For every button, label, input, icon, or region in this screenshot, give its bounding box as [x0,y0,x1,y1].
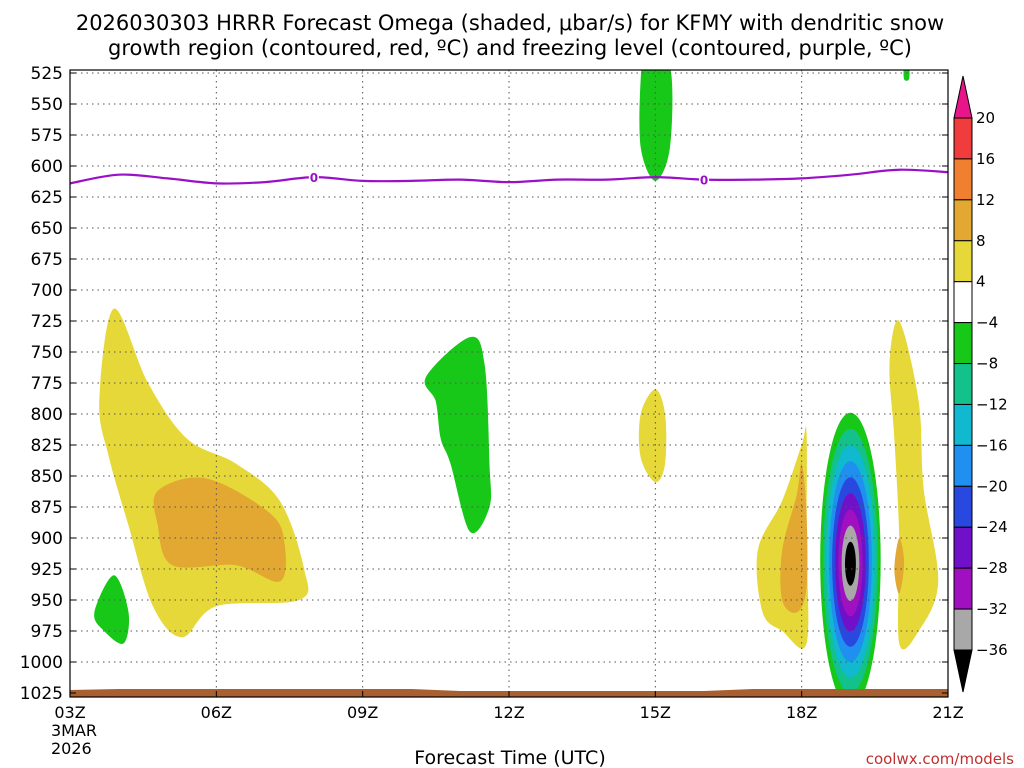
updraft-core-band [844,541,856,586]
colorbar-segment [953,608,973,651]
colorbar-segment [953,240,973,283]
freezing-level-contour [69,168,949,185]
omega-region [903,70,910,81]
colorbar-segment [953,199,973,242]
y-tick-label: 975 [31,622,63,642]
x-tick-label: 15Z [640,703,671,722]
colorbar-tick-label: 4 [976,273,986,291]
freezing-level-label: 0 [310,171,318,185]
omega-region [780,463,808,613]
y-tick-label: 800 [31,405,63,425]
y-axis-ticks: 525 550 575 600 625 650 675 700 725 750 775 800 825 8… [20,64,948,704]
x-tick-label: 06Z [201,703,232,722]
x-date-line-2: 2026 [51,739,92,758]
y-tick-label: 875 [31,498,63,518]
omega-region [94,575,130,644]
y-tick-label: 700 [31,281,63,301]
y-tick-label: 775 [31,374,63,394]
omega-shading [94,70,939,697]
omega-region [153,477,286,582]
grid-lines [70,70,948,697]
colorbar-tick-label: −20 [976,477,1008,495]
colorbar-tick-label: 8 [976,232,986,250]
colorbar-segment [953,322,973,365]
x-tick-label: 18Z [786,703,817,722]
colorbar-segment [953,281,973,324]
y-tick-label: 625 [31,188,63,208]
y-tick-label: 675 [31,250,63,270]
freezing-label-bg [308,170,319,185]
y-tick-label: 850 [31,467,63,487]
y-tick-label: 1000 [20,653,63,673]
freezing-label-bg [699,172,710,187]
y-tick-label: 825 [31,436,63,456]
colorbar-tick-label: 16 [976,150,995,168]
colorbar: 20 16 12 8 4 −4 −8 −12 −16 −20 −24 −28 −32 −36 [953,75,1008,693]
colorbar-segment [953,117,973,160]
colorbar-lower-extend [953,649,973,693]
x-tick-label: 21Z [932,703,963,722]
colorbar-segment [953,363,973,405]
colorbar-upper-extend [953,75,973,119]
x-axis-label: Forecast Time (UTC) [414,747,605,768]
y-tick-label: 1025 [20,684,63,704]
colorbar-segment [953,526,973,569]
title-line-1: 2026030303 HRRR Forecast Omega (shaded, … [76,11,944,35]
freezing-level-label: 0 [700,174,708,188]
colorbar-segment [953,158,973,201]
credit-text: coolwx.com/models [866,750,1014,768]
omega-region [894,537,905,594]
colorbar-tick-label: −36 [976,641,1008,659]
title-line-2: growth region (contoured, red, ºC) and f… [108,36,912,60]
colorbar-tick-label: −24 [976,518,1008,536]
colorbar-tick-label: −28 [976,559,1008,577]
y-tick-label: 600 [31,157,63,177]
y-tick-label: 750 [31,343,63,363]
colorbar-tick-label: −32 [976,600,1008,618]
y-tick-label: 550 [31,95,63,115]
y-tick-label: 525 [31,64,63,84]
y-tick-label: 925 [31,560,63,580]
colorbar-tick-label: −8 [976,355,998,373]
y-tick-label: 650 [31,219,63,239]
colorbar-tick-label: −16 [976,436,1008,454]
omega-region [424,336,492,534]
colorbar-segment [953,403,973,446]
y-tick-label: 575 [31,126,63,146]
omega-region [639,70,673,181]
colorbar-segment [953,485,973,528]
colorbar-tick-label: 12 [976,191,995,209]
omega-region [638,389,667,483]
chart-title: 2026030303 HRRR Forecast Omega (shaded, … [76,11,944,60]
colorbar-tick-label: −4 [976,314,998,332]
x-axis-ticks: 03Z 06Z 09Z 12Z 15Z 18Z 21Z [54,691,964,722]
x-tick-label: 09Z [347,703,378,722]
y-tick-label: 725 [31,312,63,332]
colorbar-segment [953,567,973,610]
colorbar-tick-label: −12 [976,395,1008,413]
x-tick-label: 12Z [493,703,524,722]
y-tick-label: 950 [31,591,63,611]
x-date-line-1: 3MAR [51,721,97,740]
colorbar-tick-label: 20 [976,109,995,127]
colorbar-segment [953,444,973,487]
y-tick-label: 900 [31,529,63,549]
x-tick-label: 03Z [54,703,85,722]
